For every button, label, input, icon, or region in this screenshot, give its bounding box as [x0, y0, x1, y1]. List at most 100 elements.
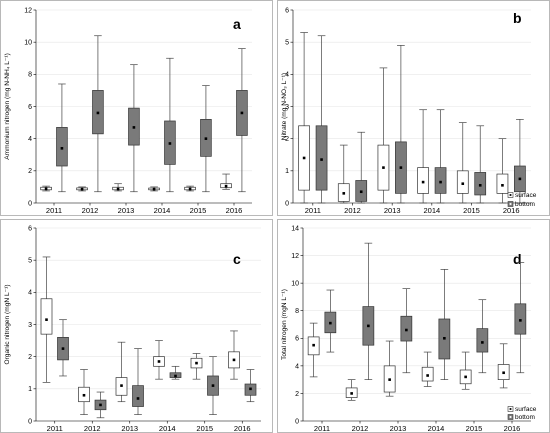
median-marker	[359, 190, 363, 194]
y-tick-label: 0	[28, 418, 32, 425]
box-bottom-2012	[94, 391, 107, 419]
median-marker	[204, 137, 208, 140]
y-tick-label: 4	[285, 72, 289, 79]
chart-panel-c: 0 1 2 3 4 5 6 2011 2012 2013 2014 2015 2016 Organic n…	[0, 219, 273, 433]
box-iqr	[514, 303, 527, 335]
median-marker	[168, 142, 172, 145]
y-tick-label: 6	[295, 336, 299, 343]
x-tick-label-2015: 2015	[463, 206, 480, 215]
y-tick-label: 8	[295, 308, 299, 315]
box-bottom-2016	[514, 119, 526, 204]
median-marker	[224, 184, 228, 188]
y-axis-label: Total nitrogen (mgN L⁻¹)	[281, 289, 288, 360]
median-marker	[302, 156, 306, 160]
box-surface-2014	[153, 340, 165, 380]
x-tick-label-2012: 2012	[352, 424, 369, 433]
box-surface-2016	[497, 343, 510, 389]
box-bottom-2014	[438, 269, 451, 380]
median-marker	[232, 358, 236, 362]
box-bottom-2015	[476, 299, 489, 374]
median-marker	[426, 374, 429, 377]
y-tick-label: 5	[28, 258, 32, 265]
y-tick-label: 0	[285, 200, 289, 207]
box-iqr	[400, 315, 413, 342]
box-surface-2013	[377, 67, 390, 204]
box-surface-2014	[421, 351, 434, 387]
y-tick-label: 6	[28, 104, 32, 111]
y-axis-label: Nitrate (mg N-NO₃ L⁻¹)	[281, 73, 288, 140]
box-iqr	[434, 167, 447, 194]
median-marker	[320, 158, 323, 161]
median-marker	[96, 111, 100, 115]
median-marker	[82, 393, 86, 397]
y-tick-label: 6	[28, 225, 32, 232]
box-bottom-2016	[244, 369, 257, 403]
box-surface-2012	[76, 186, 88, 192]
box-iqr	[56, 127, 68, 167]
y-tick-label: 2	[285, 136, 289, 143]
x-tick-label-2011: 2011	[47, 424, 63, 433]
box-surface-2016	[228, 330, 240, 380]
median-marker	[399, 166, 403, 169]
box-bottom-2013	[395, 45, 407, 204]
box-iqr	[40, 298, 53, 335]
y-tick-label: 3	[285, 104, 289, 111]
box-surface-2012	[78, 369, 90, 415]
legend-label-bottom: bottom	[515, 201, 535, 208]
legend-swatch-dot	[509, 408, 512, 410]
median-marker	[388, 378, 391, 381]
median-marker	[481, 341, 484, 344]
box-bottom-2013	[132, 348, 144, 415]
box-surface-2015	[456, 122, 469, 204]
y-tick-label: 2	[28, 168, 32, 175]
y-tick-label: 4	[28, 290, 32, 297]
median-marker	[99, 403, 102, 407]
median-marker	[405, 328, 408, 332]
box-iqr	[496, 173, 509, 194]
median-marker	[45, 318, 48, 321]
box-surface-2015	[190, 353, 203, 380]
box-surface-2014	[417, 109, 429, 204]
box-surface-2015	[184, 185, 196, 192]
median-marker	[249, 387, 252, 391]
median-marker	[195, 361, 198, 365]
y-tick-label: 8	[28, 72, 32, 79]
box-iqr	[476, 328, 489, 353]
box-surface-2013	[115, 341, 128, 403]
x-tick-label-2013: 2013	[118, 206, 135, 215]
y-tick-label: 4	[28, 136, 32, 143]
panel-letter: a	[233, 16, 241, 32]
box-bottom-2013	[400, 288, 413, 374]
median-marker	[439, 180, 442, 184]
x-tick-label-2013: 2013	[121, 424, 138, 433]
panel-frame	[277, 219, 550, 433]
median-marker	[519, 319, 522, 322]
median-marker	[116, 187, 120, 191]
box-surface-2011	[307, 322, 320, 378]
box-surface-2012	[337, 144, 350, 204]
box-surface-2016	[220, 173, 232, 190]
panel-letter: b	[513, 10, 522, 26]
y-tick-label: 2	[28, 354, 32, 361]
box-surface-2013	[383, 340, 396, 397]
box-bottom-2011	[324, 289, 337, 353]
box-bottom-2011	[56, 83, 68, 193]
y-tick-label: 2	[295, 391, 299, 398]
x-tick-label-2016: 2016	[503, 206, 520, 215]
x-tick-label-2014: 2014	[154, 206, 171, 215]
x-tick-label-2013: 2013	[384, 206, 401, 215]
y-tick-label: 5	[285, 40, 289, 47]
y-tick-label: 1	[285, 168, 289, 175]
median-marker	[157, 360, 161, 363]
median-marker	[211, 384, 215, 387]
y-tick-label: 1	[28, 386, 32, 393]
y-tick-label: 4	[295, 363, 299, 370]
x-tick-label-2014: 2014	[423, 206, 440, 215]
median-marker	[136, 397, 140, 400]
x-tick-label-2012: 2012	[82, 206, 99, 215]
chart-panel-b: 0 1 2 3 4 5 6 2011 2012 2013 2014 2015 2016 Nitrate (…	[277, 0, 550, 216]
box-bottom-2014	[164, 57, 176, 193]
